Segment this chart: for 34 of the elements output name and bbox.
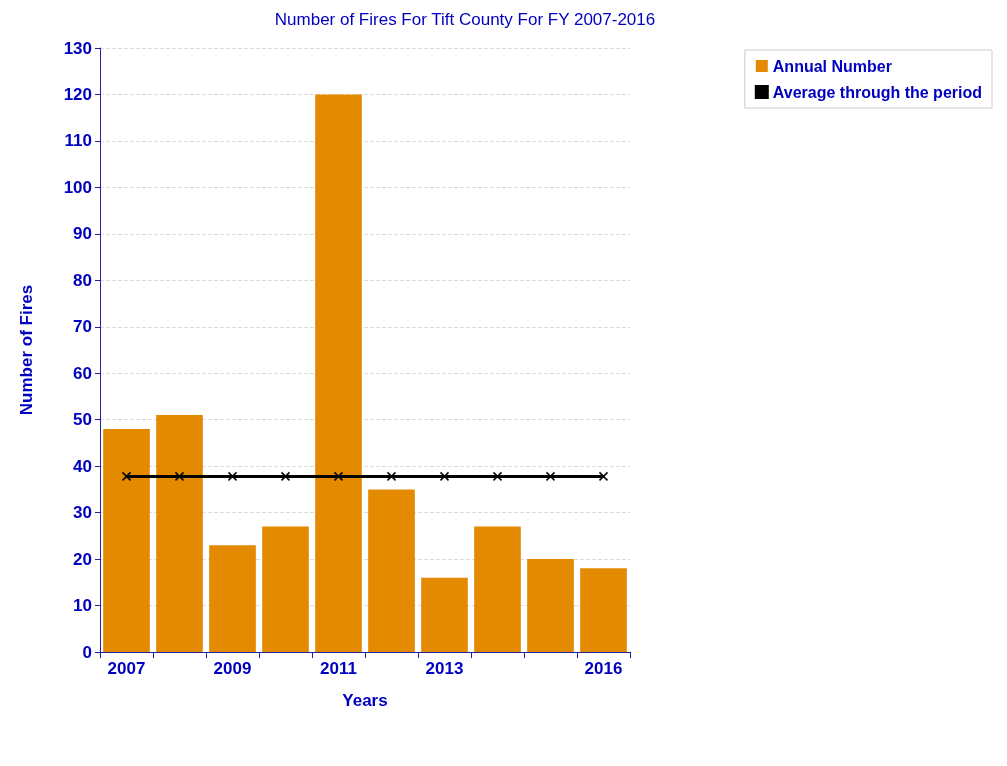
- bar: [262, 526, 309, 652]
- bar: [156, 415, 203, 652]
- y-tick-label: 20: [73, 549, 92, 569]
- y-tick-label: 0: [82, 642, 92, 662]
- y-tick-label: 110: [64, 131, 92, 151]
- y-tick-label: 60: [73, 363, 92, 383]
- bar: [527, 559, 574, 652]
- x-tick-label: 2007: [107, 659, 146, 678]
- x-axis-title: Years: [342, 691, 388, 710]
- chart-title: Number of Fires For Tift County For FY 2007-2016: [274, 10, 656, 29]
- y-axis-title: Number of Fires: [17, 284, 36, 416]
- bar: [580, 568, 627, 652]
- bar: [209, 545, 256, 652]
- legend-label: Average through the period: [772, 83, 982, 101]
- y-tick-label: 100: [63, 177, 92, 197]
- y-tick-label: 80: [73, 270, 92, 290]
- x-tick-label: 2016: [584, 659, 623, 678]
- y-tick-label: 120: [63, 84, 92, 104]
- y-tick-label: 10: [73, 596, 92, 616]
- bar: [421, 577, 468, 652]
- y-tick-label: 30: [73, 503, 92, 523]
- bar: [474, 526, 521, 652]
- x-tick-label: 2009: [213, 659, 252, 678]
- bar: [368, 489, 415, 652]
- bar: [103, 428, 150, 652]
- y-tick-label: 50: [73, 410, 92, 430]
- x-tick-label: 2013: [425, 659, 464, 678]
- y-tick-label: 70: [73, 317, 92, 337]
- y-tick-label: 40: [73, 456, 92, 476]
- x-tick-label: 2011: [320, 659, 357, 678]
- bar: [315, 94, 362, 652]
- y-tick-label: 90: [73, 224, 92, 244]
- y-tick-label: 130: [63, 38, 92, 58]
- legend-label: Annual Number: [772, 57, 892, 75]
